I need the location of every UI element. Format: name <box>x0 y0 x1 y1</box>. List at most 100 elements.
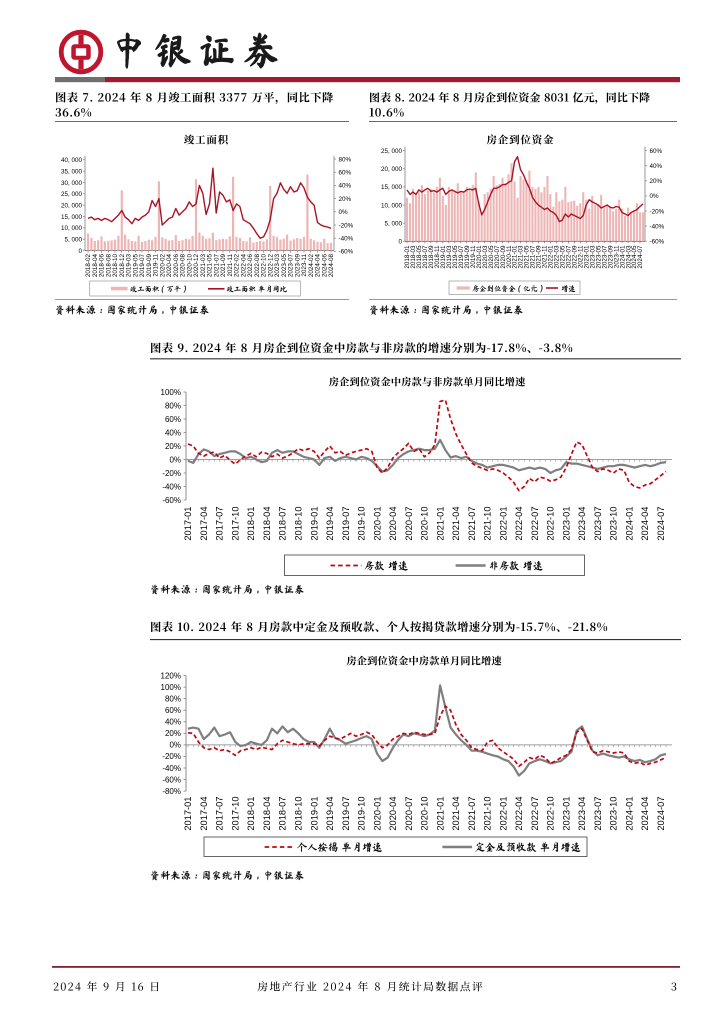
svg-text:2018-07: 2018-07 <box>278 507 288 541</box>
svg-text:2020-01: 2020-01 <box>476 245 483 269</box>
svg-text:2022-04: 2022-04 <box>240 254 247 278</box>
svg-text:2021-01: 2021-01 <box>435 797 445 831</box>
svg-text:2021-05: 2021-05 <box>524 245 531 269</box>
svg-text:2023-07: 2023-07 <box>601 245 608 269</box>
svg-text:2019-07: 2019-07 <box>139 254 146 278</box>
svg-text:2019-07: 2019-07 <box>458 245 465 269</box>
svg-text:2019-01: 2019-01 <box>440 245 447 269</box>
svg-text:2022-09: 2022-09 <box>572 245 579 269</box>
svg-text:2020-03: 2020-03 <box>482 245 489 269</box>
svg-text:2018-09: 2018-09 <box>428 245 435 269</box>
svg-text:2022-08: 2022-08 <box>254 254 261 278</box>
svg-text:2022-07: 2022-07 <box>530 507 540 541</box>
svg-text:2023-03: 2023-03 <box>274 254 281 278</box>
svg-text:2019-07: 2019-07 <box>341 797 351 831</box>
svg-text:2021-09: 2021-09 <box>536 245 543 269</box>
svg-text:2019-03: 2019-03 <box>446 245 453 269</box>
svg-text:20%: 20% <box>650 178 663 185</box>
svg-text:2020-12: 2020-12 <box>193 254 200 278</box>
svg-text:5, 000: 5, 000 <box>384 221 402 228</box>
svg-text:2024-01: 2024-01 <box>619 245 626 269</box>
svg-text:2022-06: 2022-06 <box>247 254 254 278</box>
svg-text:80%: 80% <box>339 156 352 163</box>
svg-text:2017-04: 2017-04 <box>199 507 209 541</box>
svg-text:2021-11: 2021-11 <box>227 254 234 277</box>
svg-text:2024-06: 2024-06 <box>321 254 328 278</box>
svg-text:40%: 40% <box>339 183 352 190</box>
svg-text:20%: 20% <box>165 442 181 451</box>
svg-text:2020-07: 2020-07 <box>404 797 414 831</box>
svg-text:2020-02: 2020-02 <box>159 254 166 278</box>
svg-text:2021-05: 2021-05 <box>207 254 214 278</box>
svg-text:2018-10: 2018-10 <box>294 797 304 831</box>
svg-text:2024-01: 2024-01 <box>624 507 634 541</box>
svg-text:2020-04: 2020-04 <box>388 507 398 541</box>
svg-text:2021-03: 2021-03 <box>200 254 207 278</box>
svg-text:2024-08: 2024-08 <box>328 254 335 278</box>
svg-text:2024-07: 2024-07 <box>656 797 666 831</box>
svg-text:30, 000: 30, 000 <box>61 180 83 187</box>
svg-text:2019-03: 2019-03 <box>126 254 133 278</box>
svg-text:2023-09: 2023-09 <box>294 254 301 278</box>
svg-text:2017-07: 2017-07 <box>215 797 225 831</box>
svg-text:100%: 100% <box>161 388 181 397</box>
svg-text:2023-11: 2023-11 <box>613 245 620 268</box>
svg-text:2018-02: 2018-02 <box>85 254 92 278</box>
svg-text:10, 000: 10, 000 <box>61 225 83 232</box>
svg-text:2021-10: 2021-10 <box>483 797 493 831</box>
svg-text:-60%: -60% <box>650 239 665 246</box>
svg-text:-60%: -60% <box>162 775 181 784</box>
svg-text:2020-01: 2020-01 <box>372 507 382 541</box>
svg-text:2017-10: 2017-10 <box>231 797 241 831</box>
svg-text:-40%: -40% <box>162 482 181 491</box>
svg-text:2021-07: 2021-07 <box>213 254 220 278</box>
svg-text:2022-01: 2022-01 <box>548 245 555 269</box>
svg-text:2023-07: 2023-07 <box>593 797 603 831</box>
svg-text:120%: 120% <box>161 671 181 680</box>
svg-text:-60%: -60% <box>162 496 181 505</box>
svg-text:2018-01: 2018-01 <box>246 797 256 831</box>
svg-text:2021-09: 2021-09 <box>220 254 227 278</box>
svg-text:2024-04: 2024-04 <box>640 797 650 831</box>
svg-text:60%: 60% <box>165 415 181 424</box>
svg-text:2018-05: 2018-05 <box>416 245 423 269</box>
svg-text:2024-04: 2024-04 <box>315 254 322 278</box>
svg-text:2018-07: 2018-07 <box>422 245 429 269</box>
svg-text:2022-10: 2022-10 <box>261 254 268 278</box>
svg-text:2023-04: 2023-04 <box>577 507 587 541</box>
svg-text:2020-01: 2020-01 <box>372 797 382 831</box>
svg-text:35, 000: 35, 000 <box>61 168 83 175</box>
svg-text:40%: 40% <box>165 428 181 437</box>
svg-text:2021-03: 2021-03 <box>518 245 525 269</box>
svg-text:2020-06: 2020-06 <box>173 254 180 278</box>
svg-text:2019-10: 2019-10 <box>357 507 367 541</box>
svg-text:2023-01: 2023-01 <box>561 507 571 541</box>
svg-text:0%: 0% <box>650 193 660 200</box>
svg-text:2020-08: 2020-08 <box>180 254 187 278</box>
svg-text:2022-11: 2022-11 <box>578 245 585 268</box>
svg-text:2024-01: 2024-01 <box>624 797 634 831</box>
svg-text:-20%: -20% <box>162 469 181 478</box>
svg-text:25, 000: 25, 000 <box>381 148 403 155</box>
svg-text:2017-01: 2017-01 <box>183 507 193 541</box>
svg-text:2023-07: 2023-07 <box>288 254 295 278</box>
svg-text:2019-07: 2019-07 <box>341 507 351 541</box>
svg-text:2021-01: 2021-01 <box>435 507 445 541</box>
svg-text:2018-11: 2018-11 <box>434 245 441 268</box>
svg-text:-40%: -40% <box>339 236 354 243</box>
svg-text:0%: 0% <box>339 209 349 216</box>
svg-text:40%: 40% <box>165 718 181 727</box>
svg-text:2020-05: 2020-05 <box>488 245 495 269</box>
svg-text:2022-10: 2022-10 <box>546 507 556 541</box>
svg-text:-20%: -20% <box>339 222 354 229</box>
svg-text:2021-04: 2021-04 <box>451 507 461 541</box>
svg-text:20, 000: 20, 000 <box>381 166 403 173</box>
svg-text:2022-01: 2022-01 <box>498 797 508 831</box>
svg-text:20, 000: 20, 000 <box>61 203 83 210</box>
svg-text:2018-06: 2018-06 <box>99 254 106 278</box>
svg-text:2023-10: 2023-10 <box>609 797 619 831</box>
svg-text:2022-12: 2022-12 <box>267 254 274 278</box>
svg-text:40%: 40% <box>650 163 663 170</box>
svg-text:2024-02: 2024-02 <box>308 254 315 278</box>
svg-text:60%: 60% <box>339 170 352 177</box>
